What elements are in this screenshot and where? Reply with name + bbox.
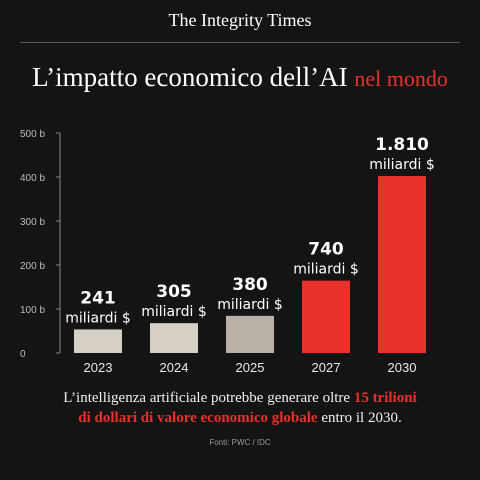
headline-accent: nel mondo bbox=[354, 66, 448, 91]
y-tick-label: 500 b bbox=[20, 129, 45, 140]
data-label-unit: miliardi $ bbox=[217, 297, 283, 313]
y-tick-label: 100 b bbox=[20, 305, 45, 316]
data-label-unit: miliardi $ bbox=[141, 304, 207, 320]
data-label-amount: 1.810 bbox=[375, 135, 429, 155]
x-tick-label: 2024 bbox=[160, 360, 189, 375]
caption-part2: entro il 2030. bbox=[317, 410, 402, 426]
y-tick-label: 200 b bbox=[20, 261, 45, 272]
bar bbox=[74, 329, 122, 353]
x-tick-label: 2030 bbox=[388, 360, 417, 375]
x-tick-label: 2025 bbox=[236, 360, 265, 375]
y-tick-label: 300 b bbox=[20, 217, 45, 228]
bar bbox=[226, 315, 274, 353]
source-note: Fonti: PWC / IDC bbox=[209, 438, 271, 447]
data-label-unit: miliardi $ bbox=[65, 310, 131, 326]
bar bbox=[378, 176, 426, 353]
headline-main: L’impatto economico dell’AI bbox=[32, 62, 348, 92]
bar-chart: 0 100 b 200 b 300 b 400 b 500 b 241 miliardi $ 2… bbox=[20, 129, 435, 375]
bar bbox=[302, 280, 350, 353]
y-tick-label: 0 bbox=[20, 349, 26, 360]
x-tick-label: 2027 bbox=[312, 360, 341, 375]
x-tick-label: 2023 bbox=[84, 360, 113, 375]
caption-part1: L’intelligenza artificiale potrebbe gene… bbox=[63, 390, 354, 406]
data-label-amount: 305 bbox=[156, 282, 192, 302]
caption: L’intelligenza artificiale potrebbe gene… bbox=[30, 388, 450, 428]
caption-highlight-value: di dollari di valore economico globale bbox=[78, 410, 318, 426]
data-label-amount: 740 bbox=[308, 240, 344, 260]
bar bbox=[150, 323, 198, 353]
caption-highlight-amount: 15 trilioni bbox=[353, 390, 417, 406]
headline: L’impatto economico dell’AI nel mondo bbox=[0, 62, 480, 93]
data-label-unit: miliardi $ bbox=[293, 262, 359, 278]
data-label-amount: 380 bbox=[232, 275, 268, 295]
data-label-unit: miliardi $ bbox=[369, 157, 435, 173]
masthead: The Integrity Times bbox=[168, 10, 312, 30]
y-tick-label: 400 b bbox=[20, 173, 45, 184]
masthead-divider bbox=[20, 42, 460, 43]
data-label-amount: 241 bbox=[80, 288, 116, 308]
